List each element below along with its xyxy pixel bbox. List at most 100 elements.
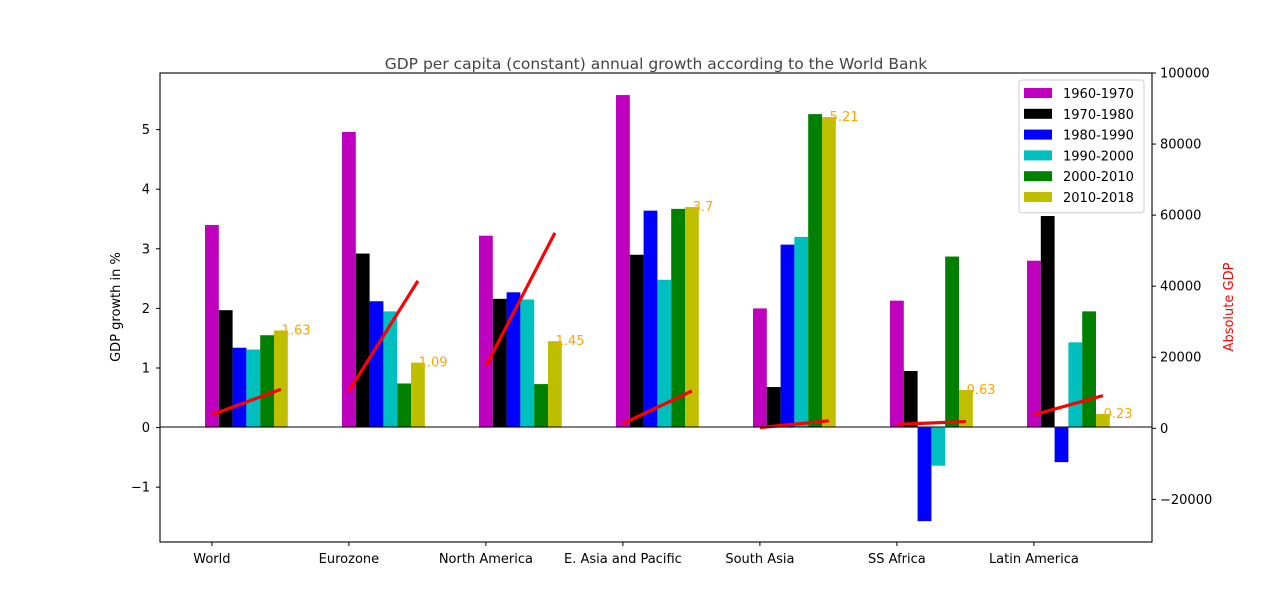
bar — [1068, 342, 1083, 428]
legend-swatch — [1024, 192, 1052, 202]
bar — [685, 207, 699, 428]
value-label: 0.23 — [1104, 407, 1133, 422]
y-tick-label: 0 — [142, 421, 150, 436]
x-tick-label: SS Africa — [868, 552, 926, 567]
y-tick-label: 2 — [142, 302, 150, 317]
y-axis-right: −20000 0 20000 40000 60000 80000 100000 — [1152, 67, 1212, 508]
legend-swatch — [1024, 129, 1052, 140]
bar — [492, 298, 507, 428]
bar — [903, 370, 918, 428]
bar — [342, 131, 356, 428]
legend-label: 2010-2018 — [1063, 191, 1134, 206]
legend-swatch — [1024, 108, 1052, 119]
chart-title: GDP per capita (constant) annual growth … — [385, 55, 928, 73]
legend-label: 1980-1990 — [1063, 129, 1134, 144]
bar — [548, 341, 562, 428]
bar — [1082, 311, 1096, 428]
bar — [1027, 260, 1041, 428]
bar — [274, 330, 288, 428]
y-tick-label: 5 — [142, 123, 150, 138]
y-tick-label: 4 — [142, 183, 150, 198]
y2-tick-label: −20000 — [1160, 493, 1212, 508]
bar — [411, 362, 425, 428]
bar — [753, 308, 767, 428]
bar — [369, 301, 384, 428]
bar — [246, 349, 261, 428]
bar — [629, 254, 644, 428]
bar — [671, 208, 685, 428]
bar — [794, 236, 809, 428]
x-tick-label: Eurozone — [319, 552, 379, 567]
bar — [657, 279, 672, 428]
legend-label: 1970-1980 — [1063, 108, 1134, 123]
value-label: 5.21 — [830, 110, 859, 125]
absolute-gdp-line — [622, 389, 693, 426]
legend-swatch — [1024, 88, 1052, 98]
x-tick-label: World — [193, 552, 230, 567]
bar — [397, 383, 411, 428]
value-label: 0.63 — [967, 383, 996, 398]
y2-tick-label: 0 — [1160, 422, 1168, 437]
legend-swatch — [1024, 171, 1052, 182]
absolute-gdp-line — [211, 387, 282, 417]
legend-label: 2000-2010 — [1063, 170, 1134, 185]
y2-tick-label: 100000 — [1160, 67, 1210, 82]
bar — [260, 335, 274, 428]
value-label: 1.09 — [419, 356, 448, 371]
value-label: 1.45 — [556, 334, 585, 349]
bar — [643, 210, 658, 428]
bar — [959, 390, 973, 428]
y-tick-label: 3 — [142, 242, 150, 257]
bar — [520, 299, 535, 428]
bar — [205, 224, 219, 428]
legend-swatch — [1024, 150, 1052, 161]
bar — [1054, 427, 1069, 463]
bar — [808, 114, 822, 428]
bar — [218, 310, 233, 428]
y-axis-left: −1 0 1 2 3 4 5 — [131, 123, 160, 496]
y2-axis-label: Absolute GDP — [1222, 262, 1237, 351]
legend: 1960-1970 1970-1980 1980-1990 1990-2000 2000… — [1018, 79, 1145, 214]
y2-tick-label: 40000 — [1160, 280, 1201, 295]
bar — [383, 311, 398, 428]
y-axis-label: GDP growth in % — [109, 252, 124, 362]
bar — [1040, 216, 1055, 428]
value-label: 3.7 — [693, 200, 714, 215]
bar — [917, 427, 932, 522]
bar — [822, 117, 836, 428]
bar — [766, 387, 781, 428]
bar — [355, 253, 370, 428]
bar — [1096, 413, 1110, 428]
y2-tick-label: 20000 — [1160, 351, 1201, 366]
absolute-gdp-line — [1033, 394, 1104, 417]
x-axis: World Eurozone North America E. Asia and Pa… — [193, 542, 1079, 567]
bar — [945, 256, 959, 428]
bar — [534, 384, 548, 428]
bar — [890, 300, 904, 428]
plot-frame — [159, 72, 1153, 543]
y2-tick-label: 80000 — [1160, 138, 1201, 153]
value-labels: 1.63 1.09 1.45 3.7 5.21 0.63 0.23 — [282, 110, 1133, 422]
y-tick-label: −1 — [131, 481, 150, 496]
absolute-gdp-line — [896, 419, 966, 426]
legend-label: 1960-1970 — [1063, 87, 1134, 102]
bar — [506, 292, 521, 428]
bars-layer — [205, 95, 1110, 522]
bar — [931, 427, 946, 466]
bar — [780, 244, 795, 428]
value-label: 1.63 — [282, 323, 311, 338]
legend-label: 1990-2000 — [1063, 149, 1134, 164]
absolute-gdp-line — [347, 280, 420, 392]
y-tick-label: 1 — [142, 361, 150, 376]
x-tick-label: Latin America — [989, 552, 1079, 567]
bar — [616, 95, 630, 428]
bar — [479, 235, 493, 428]
bar — [232, 347, 247, 428]
x-tick-label: North America — [439, 552, 533, 567]
absolute-gdp-line — [484, 232, 557, 367]
x-tick-label: E. Asia and Pacific — [564, 552, 682, 567]
x-tick-label: South Asia — [725, 552, 794, 567]
y2-tick-label: 60000 — [1160, 209, 1201, 224]
